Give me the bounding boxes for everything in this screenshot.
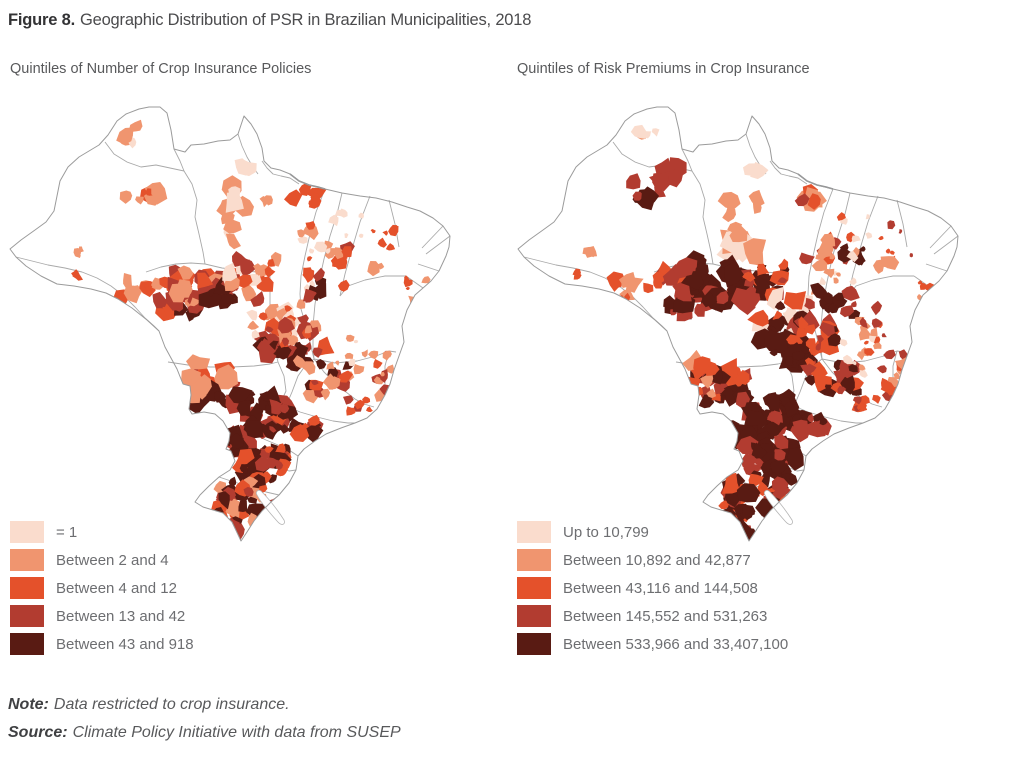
legend-premiums: Up to 10,799 Between 10,892 and 42,877 B… bbox=[517, 521, 788, 661]
legend-swatch bbox=[10, 577, 44, 599]
legend-label: Between 2 and 4 bbox=[56, 551, 169, 569]
legend-swatch bbox=[517, 549, 551, 571]
legend-item: Between 10,892 and 42,877 bbox=[517, 549, 788, 571]
legend-item: Up to 10,799 bbox=[517, 521, 788, 543]
legend-swatch bbox=[10, 633, 44, 655]
legend-item: Between 13 and 42 bbox=[10, 605, 194, 627]
source-text: Climate Policy Initiative with data from… bbox=[72, 724, 401, 741]
legend-label: Between 43,116 and 144,508 bbox=[563, 579, 758, 597]
figure-title: Figure 8. Geographic Distribution of PSR … bbox=[8, 11, 531, 30]
legend-item: Between 145,552 and 531,263 bbox=[517, 605, 788, 627]
legend-label: Between 533,966 and 33,407,100 bbox=[563, 635, 789, 653]
legend-swatch bbox=[10, 549, 44, 571]
note-prefix: Note: bbox=[8, 696, 49, 713]
legend-item: Between 4 and 12 bbox=[10, 577, 194, 599]
legend-item: Between 43 and 918 bbox=[10, 633, 194, 655]
note-text: Data restricted to crop insurance. bbox=[53, 696, 290, 713]
legend-label: Between 4 and 12 bbox=[56, 579, 177, 597]
legend-swatch bbox=[10, 521, 44, 543]
legend-label: Between 13 and 42 bbox=[56, 607, 186, 625]
legend-label: Between 43 and 918 bbox=[56, 635, 194, 653]
source-prefix: Source: bbox=[8, 724, 68, 741]
legend-swatch bbox=[517, 633, 551, 655]
figure-caption-text: Geographic Distribution of PSR in Brazil… bbox=[79, 11, 532, 29]
legend-item: Between 533,966 and 33,407,100 bbox=[517, 633, 788, 655]
legend-swatch bbox=[517, 521, 551, 543]
legend-swatch bbox=[517, 605, 551, 627]
legend-label: = 1 bbox=[56, 523, 78, 541]
panel-subtitle-premiums: Quintiles of Risk Premiums in Crop Insur… bbox=[517, 61, 810, 77]
brazil-choropleth-map-policies bbox=[9, 106, 451, 542]
legend-policies: = 1 Between 2 and 4 Between 4 and 12 Bet… bbox=[10, 521, 194, 661]
legend-item: Between 43,116 and 144,508 bbox=[517, 577, 788, 599]
legend-swatch bbox=[10, 605, 44, 627]
legend-swatch bbox=[517, 577, 551, 599]
legend-label: Between 10,892 and 42,877 bbox=[563, 551, 751, 569]
figure-source: Source: Climate Policy Initiative with da… bbox=[8, 724, 401, 742]
legend-item: = 1 bbox=[10, 521, 194, 543]
legend-item: Between 2 and 4 bbox=[10, 549, 194, 571]
legend-label: Between 145,552 and 531,263 bbox=[563, 607, 768, 625]
legend-label: Up to 10,799 bbox=[563, 523, 649, 541]
figure-note: Note: Data restricted to crop insurance. bbox=[8, 696, 290, 714]
panel-subtitle-policies: Quintiles of Number of Crop Insurance Po… bbox=[10, 61, 312, 77]
brazil-choropleth-map-premiums bbox=[517, 106, 959, 542]
figure-number: Figure 8. bbox=[8, 11, 75, 29]
